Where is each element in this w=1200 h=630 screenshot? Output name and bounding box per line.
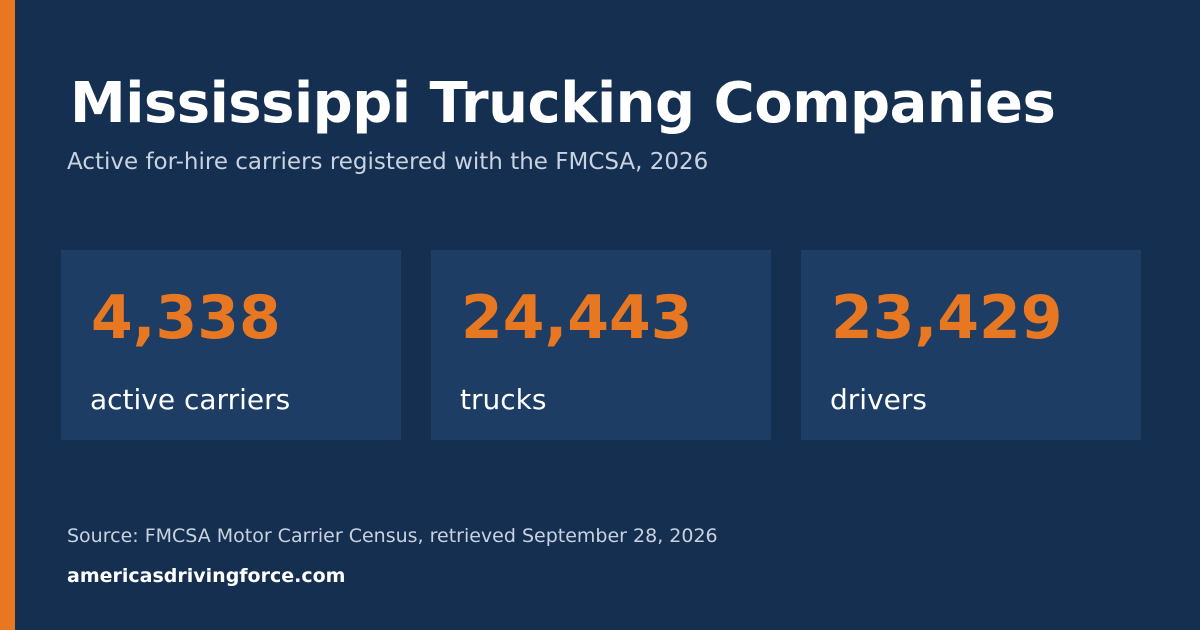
stat-label-drivers: drivers bbox=[830, 383, 927, 416]
stat-value-carriers: 4,338 bbox=[91, 283, 281, 353]
page-subtitle: Active for-hire carriers registered with… bbox=[67, 149, 709, 175]
stat-label-trucks: trucks bbox=[460, 383, 547, 416]
stat-value-trucks: 24,443 bbox=[461, 283, 693, 353]
stats-row: 4,338 active carriers 24,443 trucks 23,4… bbox=[61, 250, 1141, 440]
source-note: Source: FMCSA Motor Carrier Census, retr… bbox=[67, 525, 718, 547]
stat-label-carriers: active carriers bbox=[90, 383, 291, 416]
stat-card-carriers: 4,338 active carriers bbox=[61, 250, 401, 440]
stat-card-trucks: 24,443 trucks bbox=[431, 250, 771, 440]
stat-value-drivers: 23,429 bbox=[831, 283, 1063, 353]
page-title: Mississippi Trucking Companies bbox=[70, 71, 1056, 136]
accent-bar bbox=[0, 0, 15, 630]
stat-card-drivers: 23,429 drivers bbox=[801, 250, 1141, 440]
site-url: americasdrivingforce.com bbox=[67, 565, 346, 587]
